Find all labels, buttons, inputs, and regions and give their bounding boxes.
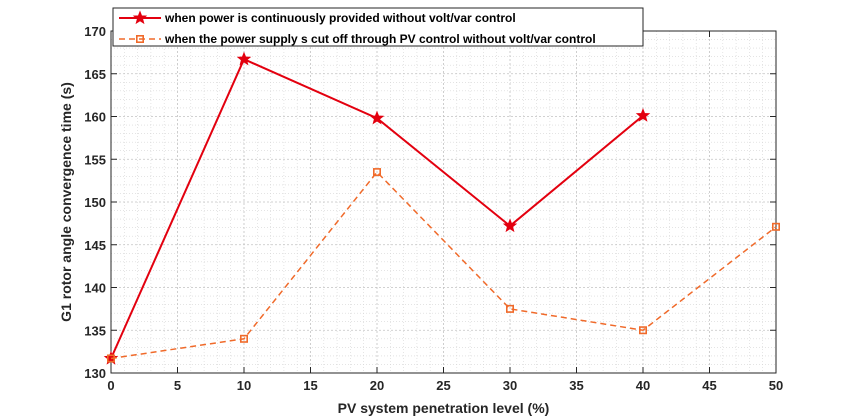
y-tick-label: 170 — [84, 24, 106, 39]
y-tick-label: 155 — [84, 152, 106, 167]
legend-box — [112, 7, 644, 47]
legend-marker — [136, 34, 145, 43]
series-2-point — [638, 326, 647, 335]
series-2-line — [110, 170, 777, 360]
series-2-point — [771, 222, 780, 231]
x-tick-label: 10 — [237, 378, 251, 393]
legend-items: when power is continuously provided with… — [119, 10, 596, 46]
x-tick-label: 20 — [370, 378, 384, 393]
x-tick-label: 0 — [107, 378, 114, 393]
y-tick-label: 140 — [84, 281, 106, 296]
x-tick-label: 25 — [436, 378, 450, 393]
x-tick-label: 5 — [174, 378, 181, 393]
x-tick-label: 40 — [636, 378, 650, 393]
y-tick-label: 135 — [84, 323, 106, 338]
series-2-point — [107, 354, 116, 363]
series-1-point — [635, 108, 651, 122]
y-tick-label: 145 — [84, 238, 106, 253]
y-tick-label: 165 — [84, 67, 106, 82]
series-1-point — [369, 110, 385, 125]
series-1-point — [502, 218, 518, 233]
series-2-point — [505, 304, 514, 313]
series-2 — [107, 168, 780, 363]
series-2-point — [372, 168, 381, 177]
x-tick-label: 15 — [303, 378, 317, 393]
x-tick-label: 45 — [702, 378, 716, 393]
y-axis: 130 135 140 145 150 155 160 165 170 — [84, 24, 776, 381]
y-tick-label: 160 — [84, 110, 106, 125]
y-tick-label: 150 — [84, 195, 106, 210]
legend-label: when the power supply s cut off through … — [164, 32, 596, 46]
x-tick-label: 50 — [769, 378, 783, 393]
legend-marker — [132, 10, 148, 25]
legend-item-1: when power is continuously provided with… — [119, 10, 516, 25]
x-axis-label: PV system penetration level (%) — [338, 400, 550, 416]
x-tick-label: 30 — [503, 378, 517, 393]
series-1-point — [236, 51, 252, 66]
legend-label: when power is continuously provided with… — [164, 11, 516, 25]
x-tick-label: 35 — [569, 378, 583, 393]
series-2-point — [240, 334, 249, 343]
y-tick-label: 130 — [84, 366, 106, 381]
legend: when power is continuously provided with… — [112, 7, 644, 47]
y-axis-label: G1 rotor angle convergence time (s) — [58, 82, 74, 322]
series-layer — [103, 51, 780, 365]
legend-item-2: when the power supply s cut off through … — [119, 32, 596, 46]
